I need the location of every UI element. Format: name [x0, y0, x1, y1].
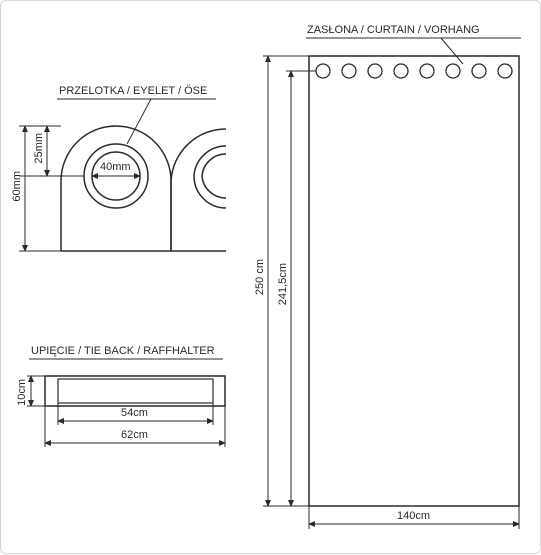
eyelet-height-top: 25mm — [33, 133, 45, 164]
curtain-height-total: 250 cm — [254, 259, 266, 295]
eyelet-detail — [19, 99, 226, 251]
eyelet-height-total: 60mm — [11, 171, 23, 202]
tieback-width-inner: 54cm — [121, 407, 148, 419]
tieback-width-outer: 62cm — [121, 429, 148, 441]
curtain-detail — [263, 38, 521, 529]
curtain-height-inner: 241,5cm — [277, 263, 289, 305]
eyelet-label: PRZELOTKA / EYELET / ÖSE — [59, 85, 207, 97]
curtain-label: ZASŁONA / CURTAIN / VORHANG — [307, 24, 480, 36]
tieback-height: 10cm — [16, 379, 28, 406]
tieback-label: UPIĘCIE / TIE BACK / RAFFHALTER — [31, 345, 215, 357]
curtain-width: 140cm — [397, 510, 430, 522]
eyelet-diameter: 40mm — [100, 161, 131, 173]
curtain-eyelets — [316, 64, 512, 78]
